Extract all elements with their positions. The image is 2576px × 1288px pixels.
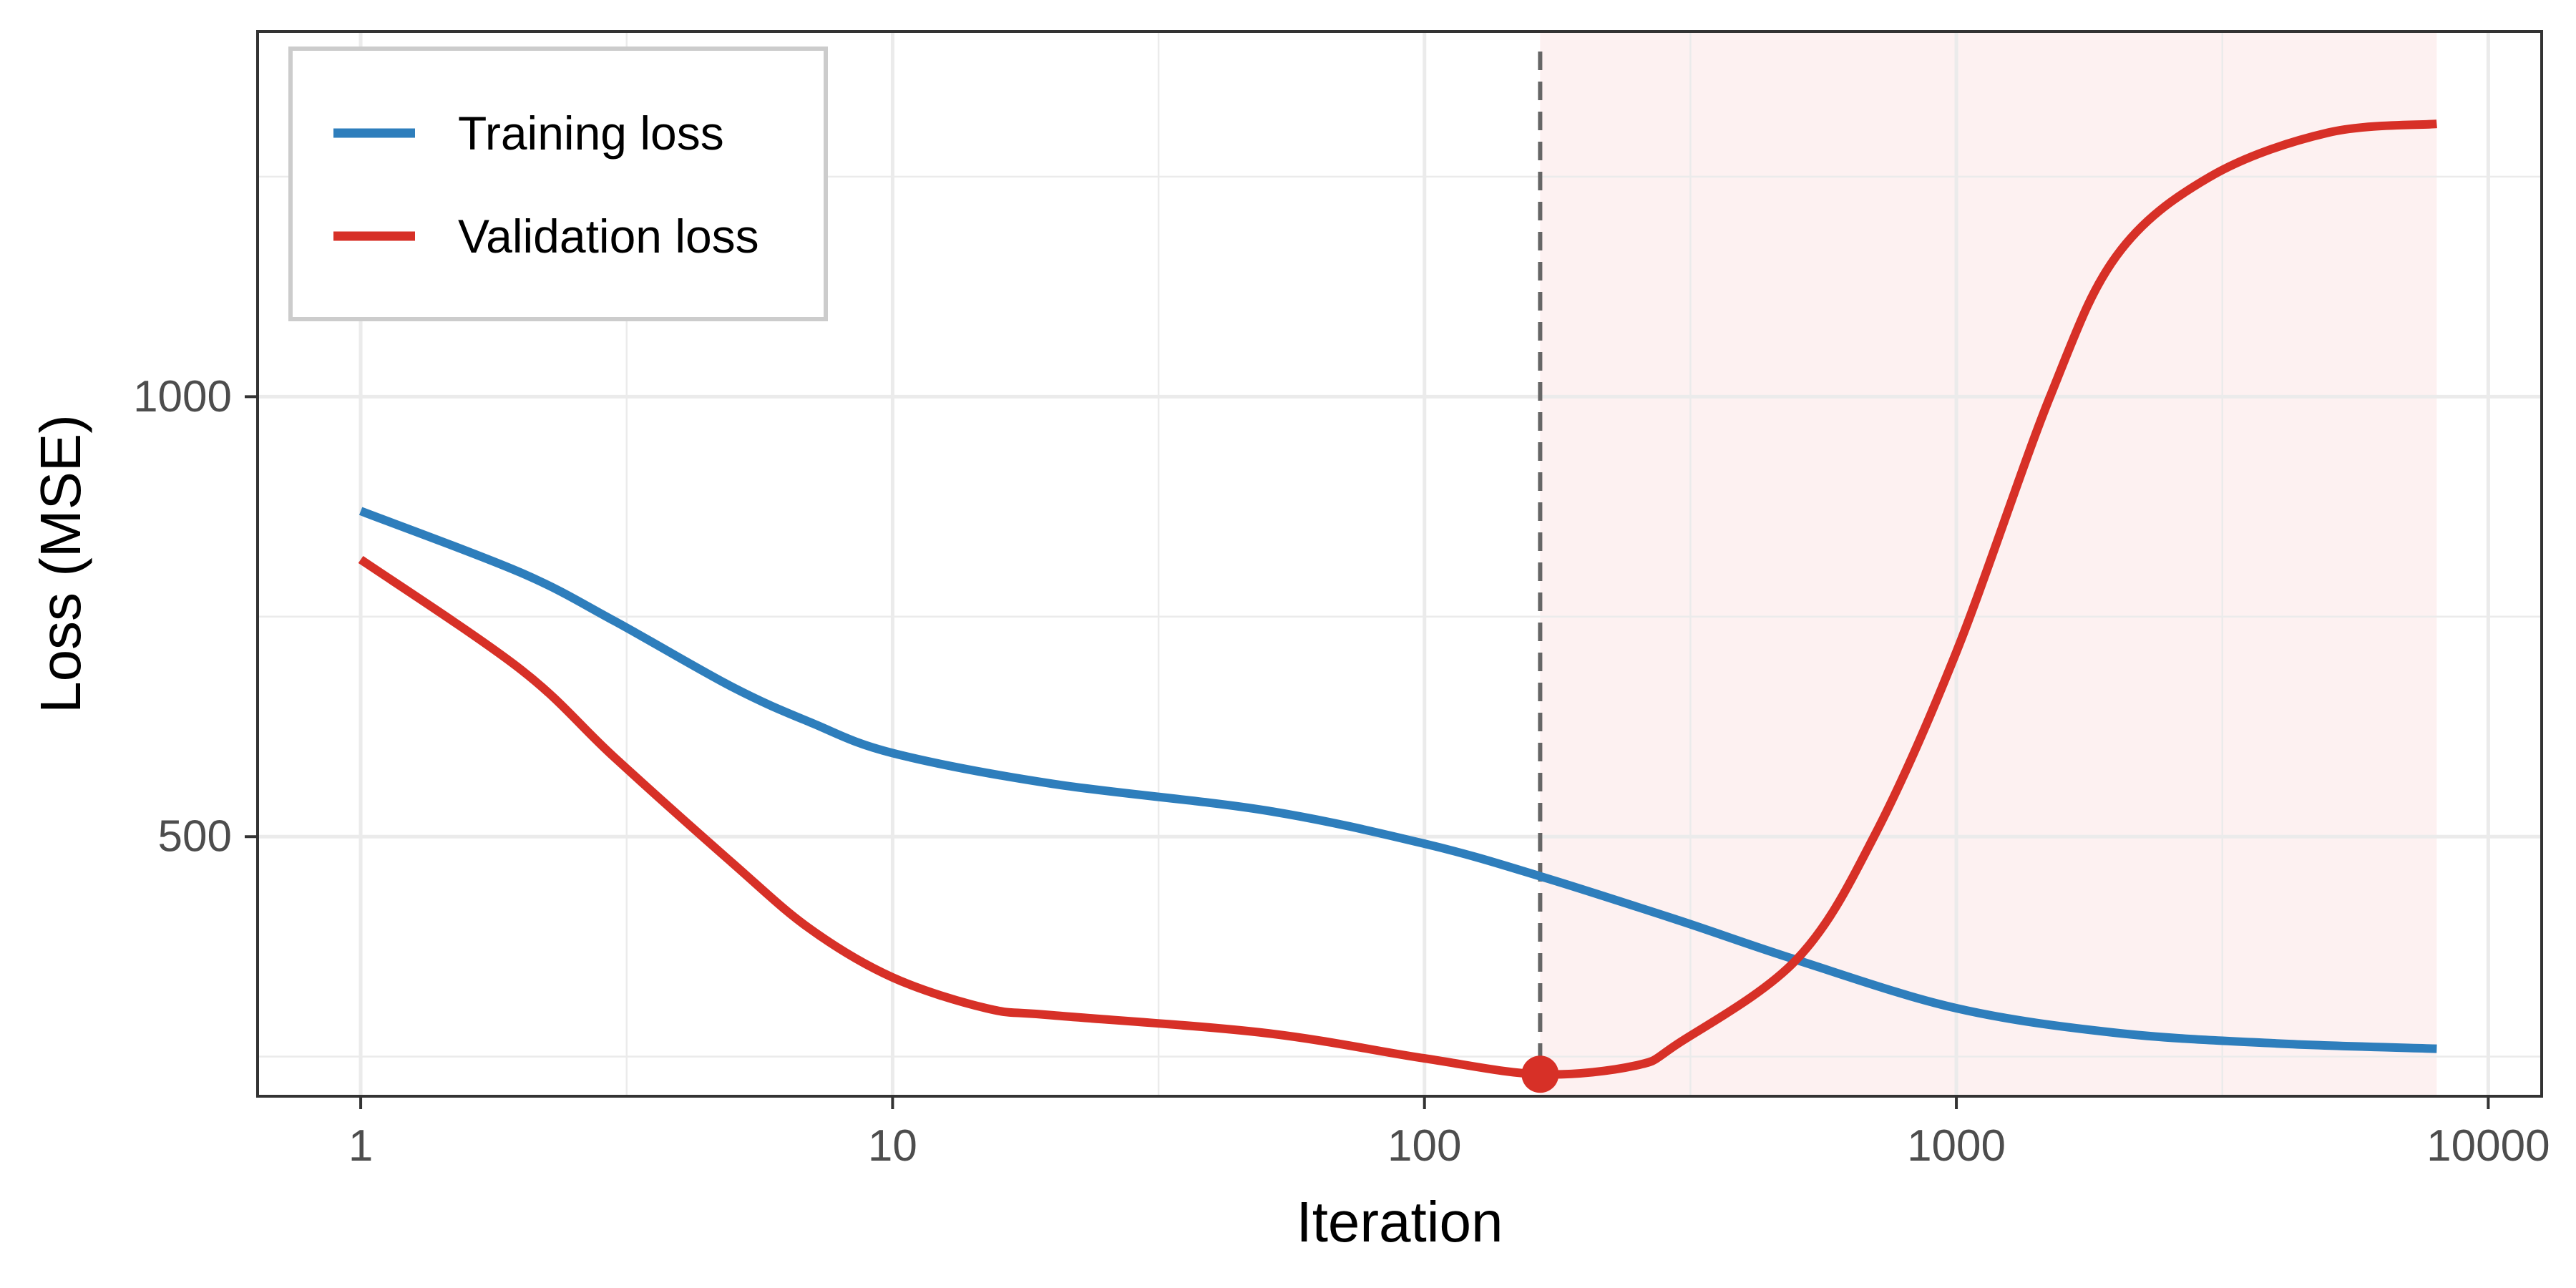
training-loss-line: [358, 507, 2437, 1053]
early-stopping-point: [1521, 1055, 1559, 1093]
x-tick-label: 100: [1387, 1121, 1461, 1171]
x-tick-label: 10: [868, 1121, 917, 1171]
y-tick-label: 500: [158, 812, 232, 862]
y-axis-title: Loss (MSE): [29, 414, 92, 713]
x-tick-label: 1: [348, 1121, 373, 1171]
legend: Training loss Validation loss: [288, 47, 828, 321]
legend-label-training: Training loss: [458, 107, 724, 160]
x-tick-label: 1000: [1907, 1121, 2006, 1171]
x-tick-label: 10000: [2426, 1121, 2550, 1171]
legend-box: [288, 47, 828, 321]
panel-border: [256, 30, 2543, 1098]
x-axis-title: Iteration: [1296, 1190, 1503, 1254]
y-tick-label: 1000: [133, 372, 232, 421]
legend-label-validation: Validation loss: [458, 210, 759, 263]
